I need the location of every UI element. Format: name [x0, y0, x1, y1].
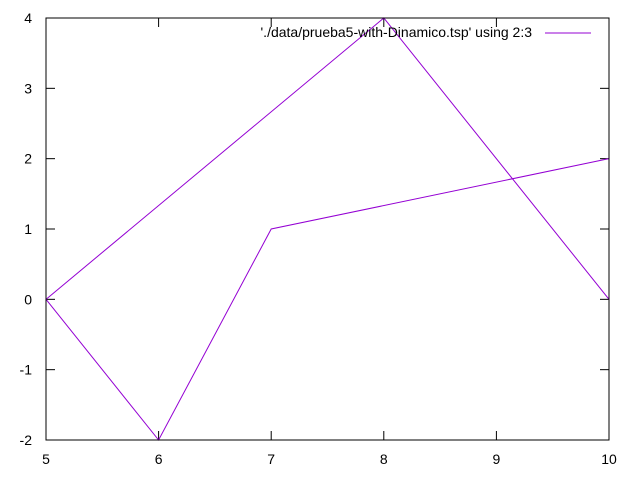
- x-tick-label: 7: [267, 451, 275, 467]
- y-tick-label: 2: [24, 151, 32, 167]
- tick-labels-layer: 5 6 7 8 9 10 -2 -1 0 1 2 3 4: [20, 10, 617, 467]
- x-tick-label: 6: [155, 451, 163, 467]
- legend-label: './data/prueba5-with-Dinamico.tsp' using…: [261, 24, 533, 40]
- y-tick-label: 3: [24, 80, 32, 96]
- y-tick-label: 0: [24, 291, 32, 307]
- plot-border: [45, 17, 610, 441]
- x-tick-label: 10: [601, 451, 617, 467]
- legend: './data/prueba5-with-Dinamico.tsp' using…: [261, 24, 591, 40]
- y-tick-label: -2: [20, 432, 33, 448]
- y-tick-label: 4: [24, 10, 32, 26]
- x-tick-label: 9: [493, 451, 501, 467]
- x-tick-label: 5: [42, 451, 50, 467]
- y-tick-label: -1: [20, 362, 33, 378]
- x-tick-label: 8: [380, 451, 388, 467]
- y-tick-label: 1: [24, 221, 32, 237]
